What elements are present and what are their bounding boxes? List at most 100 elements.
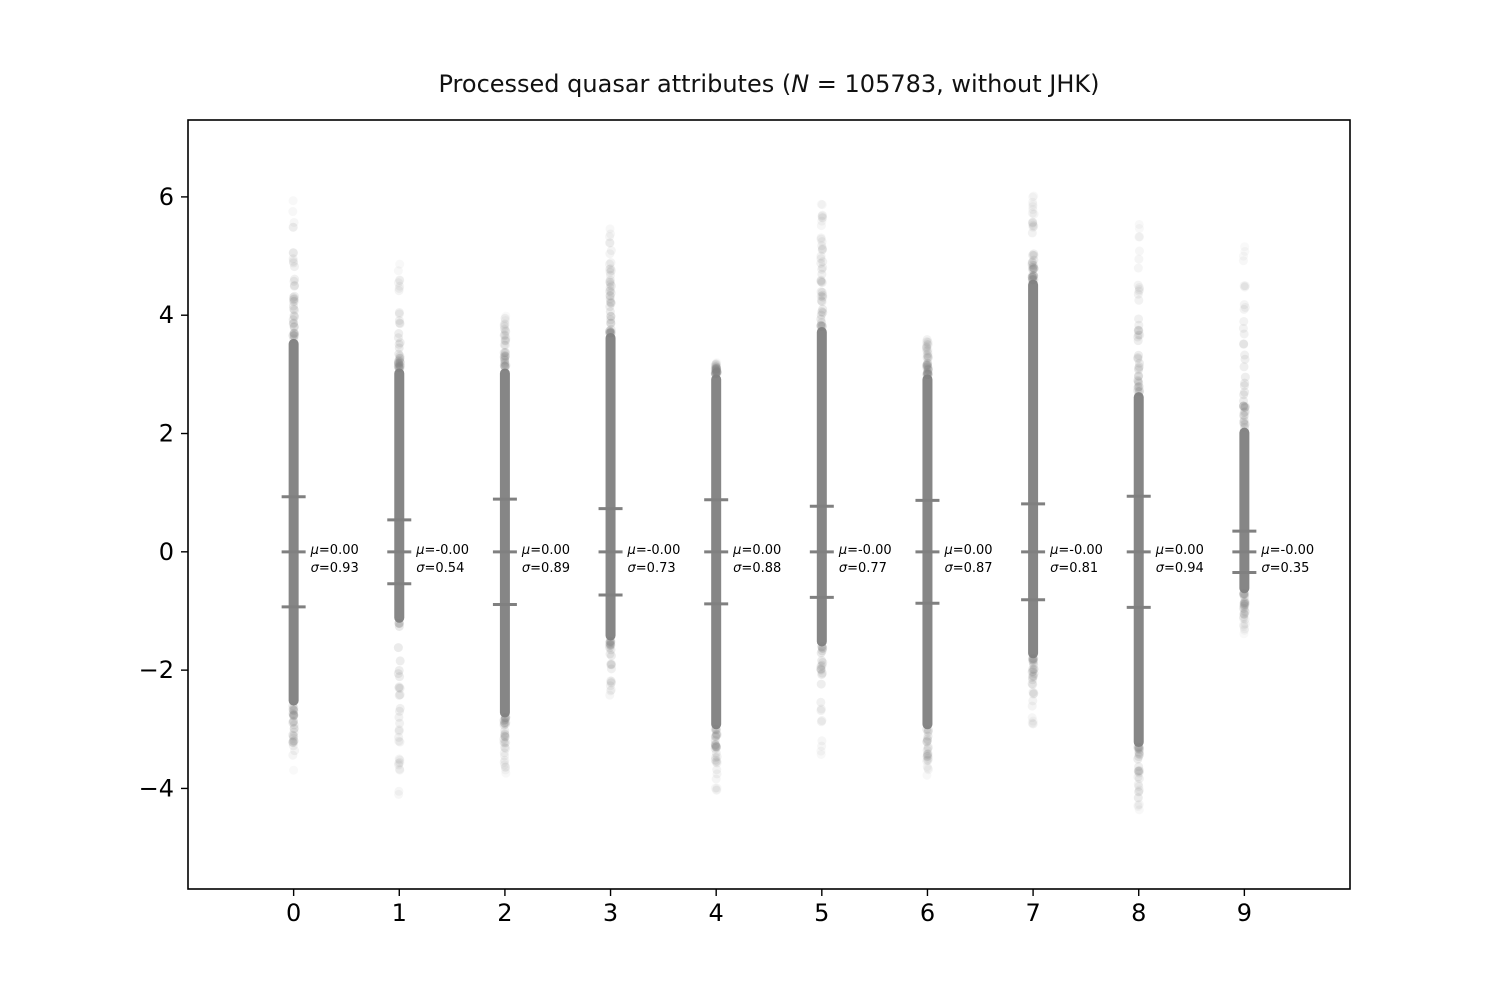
- attribute-7-outlier-point: [1027, 257, 1037, 267]
- attribute-2-outlier-point: [500, 319, 510, 329]
- attribute-9-outlier-point: [1240, 598, 1250, 608]
- attribute-4-outlier-point: [711, 363, 721, 373]
- attribute-8-outlier-point: [1134, 387, 1144, 397]
- attribute-5-outlier-point: [817, 656, 827, 666]
- attribute-6-points: [922, 334, 933, 780]
- attribute-1-outlier-point: [395, 706, 405, 716]
- attribute-9-outlier-point: [1239, 599, 1249, 609]
- attribute-8-outlier-point: [1134, 254, 1144, 264]
- attribute-0-outlier-point: [288, 222, 298, 232]
- attribute-8-outlier-point: [1135, 386, 1145, 396]
- attribute-5-outlier-point: [816, 254, 826, 264]
- attribute-7-outlier-point: [1028, 655, 1038, 665]
- attribute-7-outlier-point: [1029, 250, 1039, 260]
- attribute-2-sigma-label: σ=0.89: [522, 561, 570, 576]
- attribute-1-mu-label: μ=-0.00: [415, 543, 469, 558]
- attribute-0-outlier-point: [290, 280, 300, 290]
- attribute-2-outlier-point: [500, 353, 510, 363]
- attribute-4-outlier-point: [710, 368, 720, 378]
- attribute-2-outlier-point: [500, 335, 510, 345]
- attribute-3-outlier-point: [605, 277, 615, 287]
- attribute-0-outlier-point: [289, 334, 299, 344]
- attribute-9-outlier-point: [1239, 410, 1249, 420]
- attribute-5-outlier-point: [817, 287, 827, 297]
- attribute-6-outlier-point: [922, 369, 932, 379]
- labels-layer: μ=0.00 σ=0.93 μ=-0.00 σ=0.54 μ=0.00 σ=0.89 μ=-…: [310, 543, 1315, 576]
- attribute-3-outlier-point: [605, 638, 615, 648]
- attribute-4-outlier-point: [712, 742, 722, 752]
- attribute-2-outlier-point: [500, 726, 510, 736]
- attribute-0-outlier-point: [289, 329, 299, 339]
- attribute-4-outlier-point: [711, 724, 721, 734]
- attribute-0-outlier-point: [288, 248, 298, 258]
- attribute-9-outlier-point: [1238, 401, 1248, 411]
- attribute-0-outlier-point: [289, 321, 299, 331]
- attribute-5-outlier-point: [816, 665, 826, 675]
- attribute-0-outlier-point: [289, 294, 299, 304]
- attribute-9-outlier-point: [1239, 417, 1249, 427]
- attribute-8-outlier-point: [1134, 743, 1144, 753]
- attribute-5-outlier-point: [817, 211, 827, 221]
- attribute-8-outlier-point: [1135, 330, 1145, 340]
- attribute-3-outlier-point: [605, 232, 615, 242]
- attribute-5-outlier-point: [816, 277, 826, 287]
- attribute-7-outlier-point: [1029, 669, 1039, 679]
- attribute-3-outlier-point: [606, 651, 616, 661]
- attribute-5-dense-points: [816, 327, 827, 647]
- attribute-8-outlier-point: [1134, 742, 1144, 752]
- attribute-3-outlier-point: [607, 281, 617, 291]
- attribute-7-outlier-point: [1029, 660, 1039, 670]
- attribute-2-outlier-point: [500, 313, 510, 323]
- attribute-0-outlier-point: [288, 737, 298, 747]
- y-tick-label: 6: [159, 183, 174, 211]
- attribute-8-points: [1133, 219, 1145, 815]
- attribute-5-outlier-point: [816, 697, 826, 707]
- attribute-9-outlier-point: [1240, 422, 1250, 432]
- attribute-0-outlier-point: [289, 217, 299, 227]
- attribute-4-outlier-point: [712, 363, 722, 373]
- attribute-6-outlier-point: [922, 734, 932, 744]
- attribute-2-outlier-point: [501, 326, 511, 336]
- attribute-2-outlier-point: [499, 737, 509, 747]
- attribute-3-outlier-point: [605, 326, 615, 336]
- attribute-7-outlier-point: [1027, 275, 1037, 285]
- attribute-2-outlier-point: [500, 762, 510, 772]
- attribute-9-outlier-point: [1240, 619, 1250, 629]
- attribute-2-outlier-point: [499, 351, 509, 361]
- attribute-4-outlier-point: [712, 362, 722, 372]
- attribute-8-outlier-point: [1133, 353, 1143, 363]
- attribute-3-outlier-point: [606, 324, 616, 334]
- attribute-1-outlier-point: [393, 643, 403, 653]
- attribute-1-outlier-point: [394, 329, 404, 339]
- attribute-1-dense-points: [394, 368, 405, 623]
- attribute-4-outlier-point: [710, 783, 720, 793]
- attribute-8-sigma-label: σ=0.94: [1156, 561, 1204, 576]
- attribute-7-outlier-point: [1028, 217, 1038, 227]
- attribute-9-outlier-point: [1239, 339, 1249, 349]
- attribute-2-outlier-point: [500, 357, 510, 367]
- attribute-1-outlier-point: [395, 690, 405, 700]
- y-tick-label: 4: [159, 301, 174, 329]
- attribute-1-outlier-point: [394, 683, 404, 693]
- attribute-4-outlier-point: [711, 368, 721, 378]
- attribute-9-outlier-point: [1239, 590, 1249, 600]
- attribute-9-points: [1238, 242, 1250, 639]
- attribute-4-outlier-point: [712, 364, 722, 374]
- attribute-9-outlier-point: [1238, 603, 1248, 613]
- attribute-5-outlier-point: [816, 320, 826, 330]
- attribute-8-outlier-point: [1134, 286, 1144, 296]
- attribute-4-outlier-point: [711, 366, 721, 376]
- attribute-7-outlier-point: [1027, 672, 1037, 682]
- attribute-5-outlier-point: [816, 258, 826, 268]
- attribute-9-outlier-point: [1240, 282, 1250, 292]
- attribute-6-outlier-point: [922, 762, 932, 772]
- attribute-4-outlier-point: [710, 755, 720, 765]
- attribute-9-outlier-point: [1239, 609, 1249, 619]
- attribute-0-outlier-point: [289, 294, 299, 304]
- attribute-8-dense-points: [1133, 392, 1144, 748]
- attribute-9-outlier-point: [1239, 281, 1249, 291]
- x-tick-label: 0: [286, 899, 301, 927]
- attribute-9-dense-points: [1239, 427, 1250, 594]
- attribute-7-outlier-point: [1029, 653, 1039, 663]
- attribute-5-outlier-point: [817, 741, 827, 751]
